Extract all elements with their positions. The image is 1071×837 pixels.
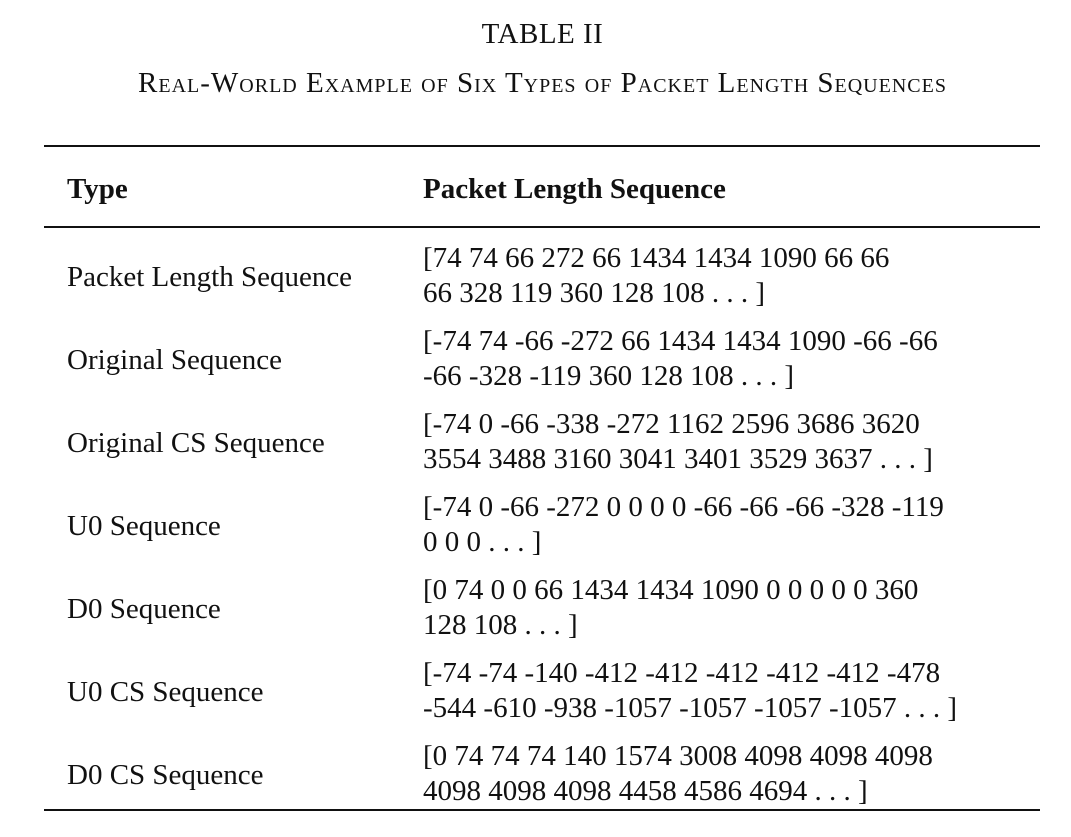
- table-row: D0 Sequence [0 74 0 0 66 1434 1434 1090 …: [0, 563, 1071, 647]
- row-sequence: [0 74 0 0 66 1434 1434 1090 0 0 0 0 0 36…: [423, 573, 918, 643]
- row-sequence-line-1: [-74 0 -66 -272 0 0 0 0 -66 -66 -66 -328…: [423, 491, 944, 523]
- table-row: Original Sequence [-74 74 -66 -272 66 14…: [0, 314, 1071, 398]
- table-row: D0 CS Sequence [0 74 74 74 140 1574 3008…: [0, 729, 1071, 813]
- row-sequence: [-74 -74 -140 -412 -412 -412 -412 -412 -…: [423, 656, 957, 726]
- row-type: U0 CS Sequence: [67, 676, 264, 708]
- row-sequence-line-1: [74 74 66 272 66 1434 1434 1090 66 66: [423, 242, 890, 274]
- row-type: D0 Sequence: [67, 593, 221, 625]
- table-row: Original CS Sequence [-74 0 -66 -338 -27…: [0, 397, 1071, 481]
- header-sequence: Packet Length Sequence: [423, 173, 726, 205]
- row-sequence-line-2: -66 -328 -119 360 128 108 . . . ]: [423, 360, 795, 392]
- header-type: Type: [67, 173, 128, 205]
- table-row: U0 Sequence [-74 0 -66 -272 0 0 0 0 -66 …: [0, 480, 1071, 564]
- top-rule: [44, 145, 1040, 147]
- row-type: U0 Sequence: [67, 510, 221, 542]
- row-sequence: [74 74 66 272 66 1434 1434 1090 66 66 66…: [423, 241, 889, 311]
- row-sequence-line-1: [-74 -74 -140 -412 -412 -412 -412 -412 -…: [423, 657, 941, 689]
- row-sequence: [-74 0 -66 -338 -272 1162 2596 3686 3620…: [423, 407, 933, 477]
- table-row: U0 CS Sequence [-74 -74 -140 -412 -412 -…: [0, 646, 1071, 730]
- row-sequence-line-2: 3554 3488 3160 3041 3401 3529 3637 . . .…: [423, 443, 933, 475]
- row-sequence-line-1: [0 74 0 0 66 1434 1434 1090 0 0 0 0 0 36…: [423, 574, 919, 606]
- bottom-rule: [44, 809, 1040, 811]
- row-sequence-line-2: -544 -610 -938 -1057 -1057 -1057 -1057 .…: [423, 692, 958, 724]
- row-sequence-line-2: 66 328 119 360 128 108 . . . ]: [423, 277, 766, 309]
- row-sequence-line-1: [0 74 74 74 140 1574 3008 4098 4098 4098: [423, 740, 933, 772]
- row-sequence-line-1: [-74 74 -66 -272 66 1434 1434 1090 -66 -…: [423, 325, 938, 357]
- row-sequence: [-74 74 -66 -272 66 1434 1434 1090 -66 -…: [423, 324, 938, 394]
- table-caption: Real-World Example of Six Types of Packe…: [138, 67, 947, 99]
- row-sequence: [0 74 74 74 140 1574 3008 4098 4098 4098…: [423, 739, 933, 809]
- row-type: Packet Length Sequence: [67, 261, 353, 293]
- table-row: Packet Length Sequence [74 74 66 272 66 …: [0, 231, 1071, 315]
- row-sequence-line-2: 0 0 0 . . . ]: [423, 526, 542, 558]
- row-sequence: [-74 0 -66 -272 0 0 0 0 -66 -66 -66 -328…: [423, 490, 944, 560]
- row-sequence-line-2: 4098 4098 4098 4458 4586 4694 . . . ]: [423, 775, 868, 807]
- row-sequence-line-1: [-74 0 -66 -338 -272 1162 2596 3686 3620: [423, 408, 920, 440]
- row-type: Original CS Sequence: [67, 427, 325, 459]
- row-type: D0 CS Sequence: [67, 759, 264, 791]
- row-sequence-line-2: 128 108 . . . ]: [423, 609, 578, 641]
- header-rule: [44, 226, 1040, 228]
- table-number: TABLE II: [481, 18, 604, 50]
- row-type: Original Sequence: [67, 344, 283, 376]
